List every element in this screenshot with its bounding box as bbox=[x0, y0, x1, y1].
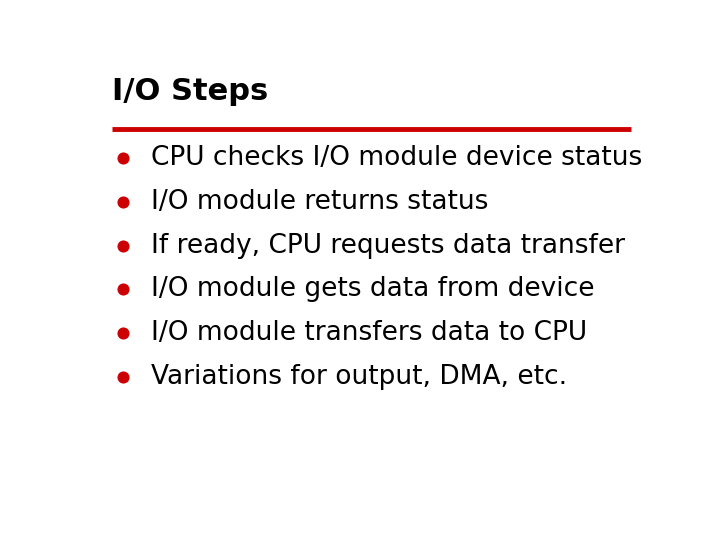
Text: CPU checks I/O module device status: CPU checks I/O module device status bbox=[151, 145, 643, 171]
Text: If ready, CPU requests data transfer: If ready, CPU requests data transfer bbox=[151, 233, 626, 259]
Text: I/O module transfers data to CPU: I/O module transfers data to CPU bbox=[151, 320, 588, 346]
Text: I/O Steps: I/O Steps bbox=[112, 77, 269, 106]
Text: Variations for output, DMA, etc.: Variations for output, DMA, etc. bbox=[151, 363, 567, 390]
Text: I/O module gets data from device: I/O module gets data from device bbox=[151, 276, 595, 302]
Text: I/O module returns status: I/O module returns status bbox=[151, 189, 489, 215]
